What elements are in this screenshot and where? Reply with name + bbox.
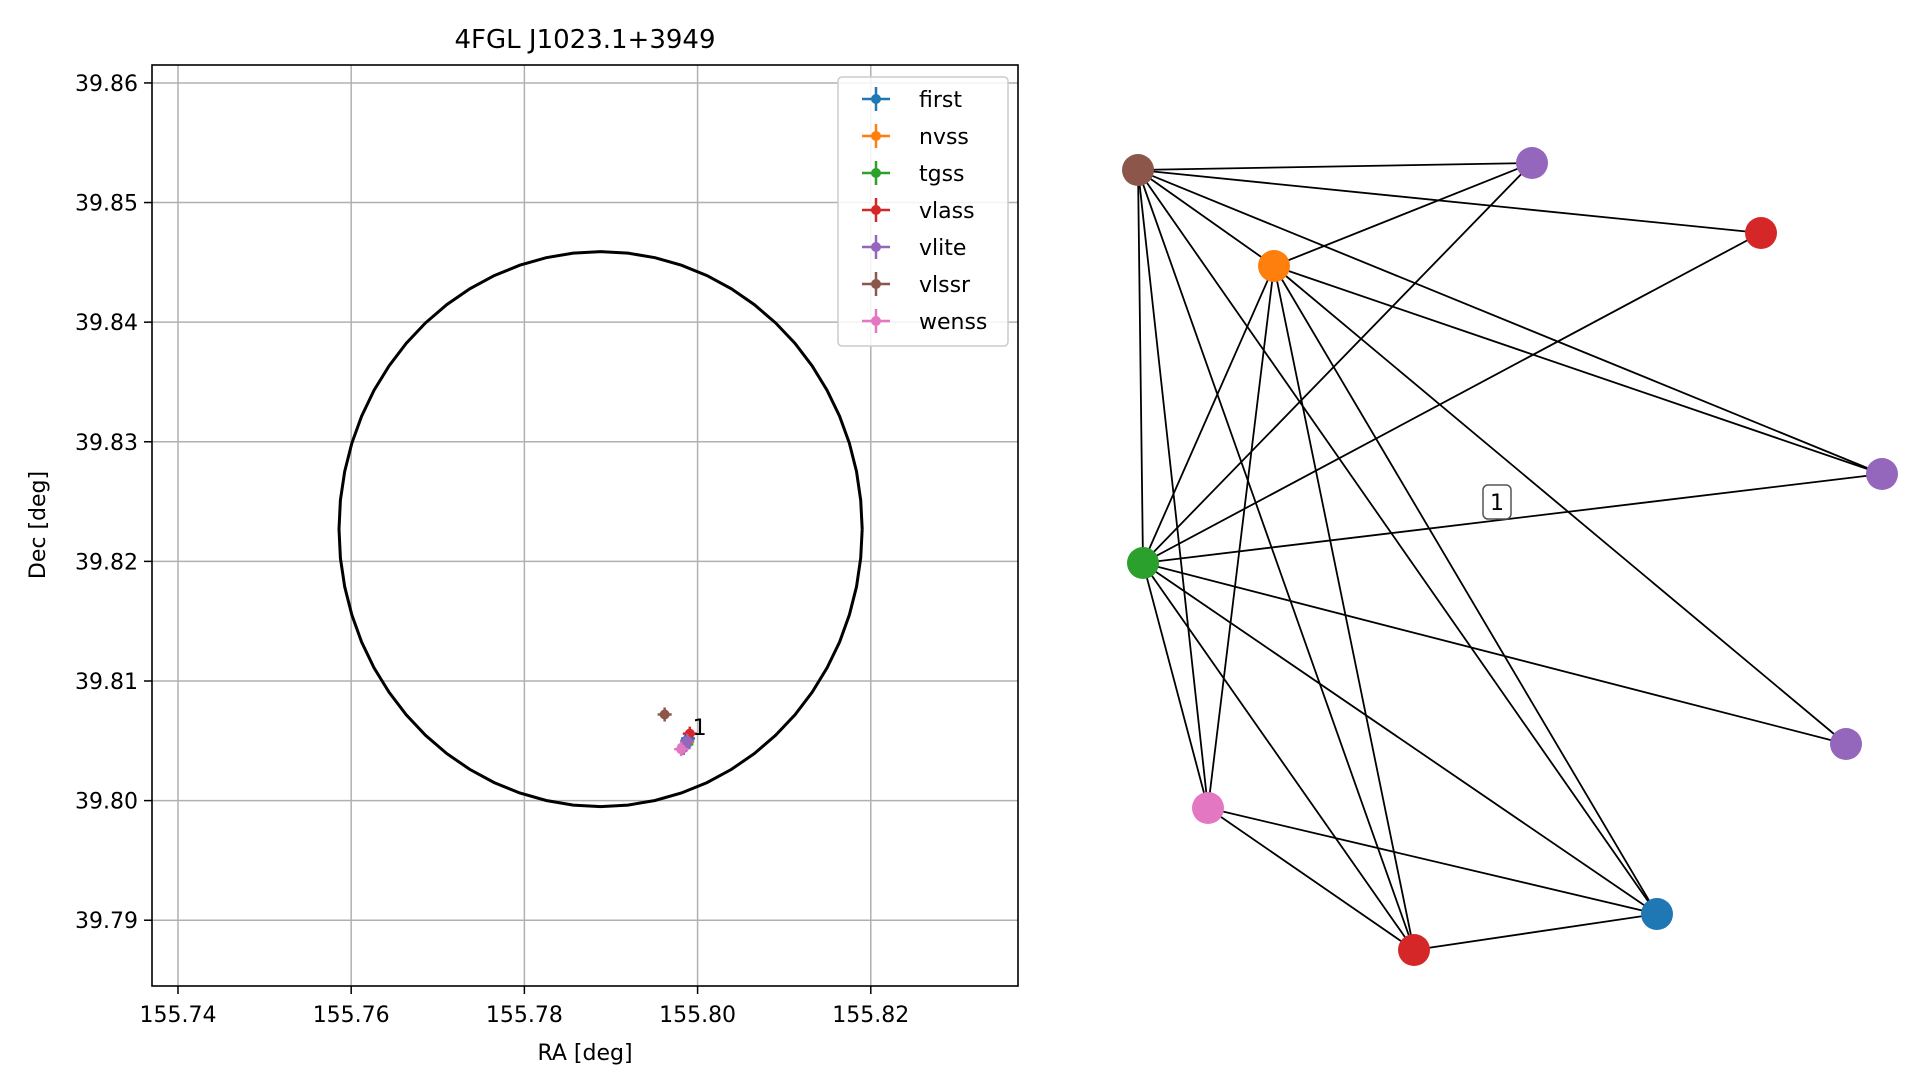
x-axis-label: RA [deg] bbox=[537, 1041, 632, 1066]
edge-green-purple-low bbox=[1142, 562, 1847, 745]
legend-dot-vlssr bbox=[871, 279, 881, 289]
edge-green-pink bbox=[1142, 562, 1209, 809]
edge-green-purple-right bbox=[1142, 473, 1883, 564]
node-pink bbox=[1192, 792, 1224, 824]
x-tick-label: 155.80 bbox=[659, 1003, 736, 1028]
legend-label-first: first bbox=[919, 88, 962, 113]
x-tick-label: 155.76 bbox=[313, 1003, 390, 1028]
edge-orange-purple-top bbox=[1273, 162, 1533, 267]
legend-label-tgss: tgss bbox=[919, 162, 965, 187]
edge-green-red-top bbox=[1142, 232, 1762, 564]
edge-red-bottom-blue bbox=[1413, 913, 1658, 951]
network-edges bbox=[1137, 162, 1883, 951]
y-tick-label: 39.85 bbox=[75, 192, 138, 217]
x-tick-label: 155.82 bbox=[832, 1003, 909, 1028]
node-purple-low bbox=[1830, 728, 1862, 760]
y-tick-label: 39.81 bbox=[75, 670, 138, 695]
y-axis-label: Dec [deg] bbox=[26, 471, 51, 579]
edge-brown-purple-right bbox=[1137, 169, 1883, 475]
edge-pink-red-bottom bbox=[1207, 807, 1415, 951]
edge-orange-purple-low bbox=[1273, 265, 1847, 745]
legend-box bbox=[837, 76, 1009, 347]
legend-label-nvss: nvss bbox=[919, 125, 969, 150]
point-vlssr bbox=[659, 709, 670, 720]
edge-label-text: 1 bbox=[1490, 491, 1504, 516]
annotation-layer: 1 bbox=[693, 716, 707, 741]
legend-dot-vlite bbox=[871, 242, 881, 252]
edge-orange-pink bbox=[1207, 265, 1275, 809]
x-tick-label: 155.78 bbox=[486, 1003, 563, 1028]
legend-label-vlass: vlass bbox=[919, 199, 975, 224]
edge-orange-blue bbox=[1273, 265, 1658, 915]
chart-title: 4FGL J1023.1+3949 bbox=[455, 25, 716, 55]
data-points bbox=[657, 707, 697, 757]
edge-brown-purple-top bbox=[1137, 162, 1533, 171]
y-tick-label: 39.80 bbox=[75, 790, 138, 815]
node-blue bbox=[1641, 898, 1673, 930]
network-panel: 1 bbox=[1122, 147, 1898, 966]
edge-green-red-bottom bbox=[1142, 562, 1415, 951]
point-annotation: 1 bbox=[693, 716, 707, 741]
node-brown bbox=[1122, 154, 1154, 186]
legend-dot-vlass bbox=[871, 205, 881, 215]
legend-dot-first bbox=[871, 94, 881, 104]
legend-dot-wenss bbox=[871, 316, 881, 326]
x-tick-label: 155.74 bbox=[139, 1003, 216, 1028]
edge-brown-red-bottom bbox=[1137, 169, 1415, 951]
edge-brown-orange bbox=[1137, 169, 1275, 267]
legend-label-vlssr: vlssr bbox=[919, 273, 971, 298]
point-wenss bbox=[676, 744, 687, 755]
edge-orange-purple-right bbox=[1273, 265, 1883, 475]
search-circle bbox=[337, 250, 864, 809]
node-orange bbox=[1258, 250, 1290, 282]
edge-green-purple-top bbox=[1142, 162, 1533, 564]
circle-layer bbox=[337, 250, 864, 809]
edge-pink-blue bbox=[1207, 807, 1658, 915]
node-green bbox=[1127, 547, 1159, 579]
edge-green-blue bbox=[1142, 562, 1658, 915]
y-tick-label: 39.79 bbox=[75, 909, 138, 934]
scatter-panel: 1 155.74 155.76 155.78 155.80 155.82 39.79 39.… bbox=[26, 25, 1019, 1066]
edge-brown-red-top bbox=[1137, 169, 1762, 234]
legend-dot-nvss bbox=[871, 131, 881, 141]
edge-brown-green bbox=[1137, 169, 1144, 564]
edge-brown-blue bbox=[1137, 169, 1658, 915]
y-tick-label: 39.86 bbox=[75, 72, 138, 97]
legend-label-vlite: vlite bbox=[919, 236, 966, 261]
y-tick-label: 39.82 bbox=[75, 550, 138, 575]
edge-label-group: 1 bbox=[1482, 484, 1512, 520]
y-tick-label: 39.84 bbox=[75, 311, 138, 336]
legend-label-wenss: wenss bbox=[919, 310, 987, 335]
edge-orange-red-bottom bbox=[1273, 265, 1415, 951]
legend: first nvss tgss vlass vlite vlssr wenss bbox=[837, 76, 1009, 347]
edge-label-box bbox=[1482, 484, 1512, 520]
edge-orange-green bbox=[1142, 265, 1275, 564]
node-red-bottom bbox=[1398, 934, 1430, 966]
node-purple-top bbox=[1516, 147, 1548, 179]
node-purple-right bbox=[1866, 458, 1898, 490]
node-red-top bbox=[1745, 217, 1777, 249]
edge-brown-pink bbox=[1137, 169, 1209, 809]
y-tick-label: 39.83 bbox=[75, 431, 138, 456]
legend-dot-tgss bbox=[871, 168, 881, 178]
ticks: 155.74 155.76 155.78 155.80 155.82 39.79 39.80… bbox=[75, 72, 909, 1028]
plot-frame bbox=[151, 64, 1019, 987]
network-nodes bbox=[1122, 147, 1898, 966]
